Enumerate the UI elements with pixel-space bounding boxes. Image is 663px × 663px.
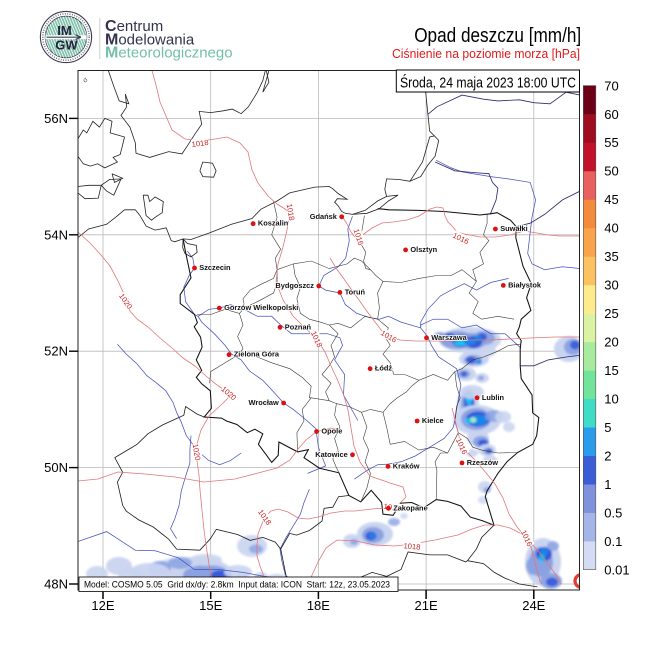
svg-text:50N: 50N (44, 460, 68, 475)
svg-text:15: 15 (604, 363, 618, 378)
svg-text:GW: GW (55, 38, 78, 53)
svg-text:Łódź: Łódź (375, 364, 393, 373)
svg-text:12E: 12E (91, 598, 114, 613)
svg-text:10: 10 (604, 391, 618, 406)
svg-text:Toruń: Toruń (345, 287, 366, 296)
svg-text:Rzeszów: Rzeszów (467, 458, 498, 467)
svg-text:Modelowania: Modelowania (105, 31, 195, 48)
svg-text:20: 20 (604, 335, 618, 350)
svg-text:5: 5 (604, 420, 611, 435)
svg-text:50: 50 (604, 164, 618, 179)
svg-text:Wrocław: Wrocław (249, 398, 280, 407)
svg-text:0.1: 0.1 (604, 534, 622, 549)
svg-text:Centrum: Centrum (105, 18, 163, 35)
svg-text:24E: 24E (522, 598, 545, 613)
svg-text:52N: 52N (44, 344, 68, 359)
svg-text:56N: 56N (44, 111, 68, 126)
svg-text:55: 55 (604, 135, 618, 150)
svg-text:Lublin: Lublin (482, 393, 505, 402)
svg-text:25: 25 (604, 306, 618, 321)
svg-text:Bydgoszcz: Bydgoszcz (275, 281, 314, 290)
svg-text:IM: IM (57, 23, 71, 38)
svg-text:1018: 1018 (383, 502, 401, 514)
svg-text:30: 30 (604, 278, 618, 293)
svg-text:35: 35 (604, 249, 618, 264)
svg-text:45: 45 (604, 192, 618, 207)
svg-text:2: 2 (604, 448, 611, 463)
svg-text:Kraków: Kraków (393, 461, 420, 470)
svg-text:Szczecin: Szczecin (199, 263, 231, 272)
svg-text:Zielona Góra: Zielona Góra (234, 350, 280, 359)
svg-text:1018: 1018 (403, 541, 421, 551)
svg-text:40: 40 (604, 221, 618, 236)
svg-text:60: 60 (604, 107, 618, 122)
svg-text:Opad deszczu [mm/h]: Opad deszczu [mm/h] (414, 24, 581, 47)
svg-text:0.01: 0.01 (604, 562, 629, 577)
svg-text:Olsztyn: Olsztyn (410, 245, 437, 254)
svg-text:Koszalin: Koszalin (258, 219, 289, 228)
svg-text:Gorzów Wielkopolski: Gorzów Wielkopolski (224, 303, 298, 312)
svg-text:Białystok: Białystok (508, 280, 542, 289)
svg-text:1018: 1018 (191, 138, 209, 149)
svg-text:σ: σ (82, 76, 90, 85)
svg-text:1: 1 (604, 477, 611, 492)
svg-text:Zakopane: Zakopane (393, 503, 428, 512)
svg-text:15E: 15E (199, 598, 222, 613)
svg-text:48N: 48N (44, 577, 68, 592)
svg-text:Meteorologicznego: Meteorologicznego (105, 45, 233, 62)
svg-text:Kielce: Kielce (422, 416, 444, 425)
svg-text:Katowice: Katowice (315, 450, 347, 459)
svg-text:18E: 18E (307, 598, 330, 613)
svg-text:Opole: Opole (321, 427, 342, 436)
svg-text:Środa, 24 maja 2023 18:00 UTC: Środa, 24 maja 2023 18:00 UTC (400, 73, 576, 91)
svg-text:54N: 54N (44, 227, 68, 242)
svg-text:0.5: 0.5 (604, 505, 622, 520)
svg-text:21E: 21E (415, 598, 438, 613)
svg-text:Poznań: Poznań (285, 322, 312, 331)
svg-text:Gdańsk: Gdańsk (310, 212, 338, 221)
svg-text:1020: 1020 (191, 443, 203, 461)
svg-text:Suwałki: Suwałki (500, 224, 528, 233)
svg-text:Warszawa: Warszawa (431, 333, 467, 342)
svg-text:Model: COSMO 5.05 Grid dx/dy:: Model: COSMO 5.05 Grid dx/dy: 2.8km Inpu… (84, 579, 390, 590)
svg-text:70: 70 (604, 78, 618, 93)
svg-text:1018: 1018 (285, 203, 297, 221)
svg-text:Ciśnienie na poziomie morza [h: Ciśnienie na poziomie morza [hPa] (392, 46, 580, 61)
